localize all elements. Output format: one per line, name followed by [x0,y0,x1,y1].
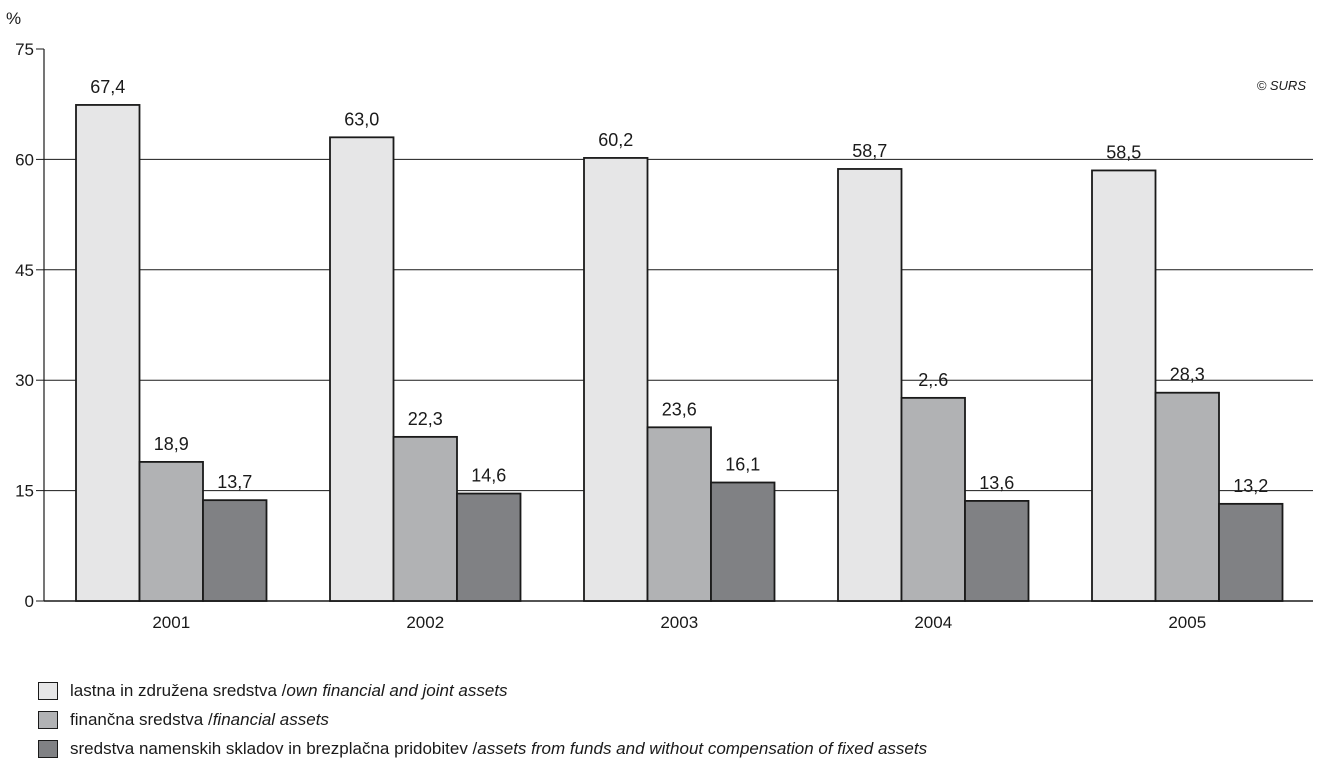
bar-2005-series-2 [1218,502,1284,602]
data-label-2002-series-1: 22,3 [408,409,443,429]
x-tick-label-2002: 2002 [406,613,444,632]
data-label-2002-series-0: 63,0 [344,109,379,129]
legend-label-fund-assets: sredstva namenskih skladov in brezplačna… [70,738,928,758]
data-label-2005-series-1: 28,3 [1170,365,1205,385]
data-label-2002-series-2: 14,6 [471,466,506,486]
bar-2002-series-0 [329,136,395,602]
legend-swatch-fund-assets [38,739,58,758]
legend-item-fund-assets: sredstva namenskih skladov in brezplačna… [38,734,1308,763]
data-label-2004-series-0: 58,7 [852,141,887,161]
legend-item-financial-assets: finančna sredstva /financial assets [38,705,1308,734]
legend-swatch-own-assets [38,681,58,700]
data-label-2003-series-2: 16,1 [725,455,760,475]
bar-2004-series-1 [900,396,966,602]
y-tick-label-60: 60 [15,150,34,169]
x-tick-label-2005: 2005 [1168,613,1206,632]
legend-item-own-assets: lastna in združena sredstva /own financi… [38,676,1308,705]
data-labels: 67,4 18,9 13,7 63,0 22,3 14,6 60,2 23,6 16,1 58,7… [90,77,1268,496]
bar-2002-series-1 [392,435,458,602]
data-label-2001-series-1: 18,9 [154,434,189,454]
data-label-2003-series-0: 60,2 [598,130,633,150]
legend-label-own-assets: lastna in združena sredstva /own financi… [70,680,508,700]
data-label-2005-series-2: 13,2 [1233,476,1268,496]
data-label-2005-series-0: 58,5 [1106,142,1141,162]
bar-chart: 0 15 30 45 60 75 2001 2002 2003 2004 2005 67,4 18,9… [6,9,1313,632]
bar-2001-series-2 [202,499,268,602]
y-tick-label-75: 75 [15,40,34,59]
bar-2002-series-2 [456,492,522,602]
bar-2001-series-1 [138,460,204,602]
copyright-label: © SURS [1257,78,1307,93]
bars [75,104,1284,602]
legend-swatch-financial-assets [38,710,58,729]
y-axis-unit-label: % [6,9,21,28]
bar-2005-series-1 [1154,391,1220,602]
y-tick-label-30: 30 [15,371,34,390]
bar-2003-series-2 [710,481,776,602]
legend-label-financial-assets: finančna sredstva /financial assets [70,709,329,729]
data-label-2001-series-0: 67,4 [90,77,125,97]
x-tick-label-2004: 2004 [914,613,952,632]
y-tick-label-15: 15 [15,482,34,501]
bar-2003-series-0 [583,157,649,602]
x-tick-label-2003: 2003 [660,613,698,632]
x-tick-label-2001: 2001 [152,613,190,632]
bar-2001-series-0 [75,104,141,602]
y-tick-label-0: 0 [25,592,34,611]
data-label-2003-series-1: 23,6 [662,399,697,419]
bar-2004-series-0 [837,168,903,602]
bar-2005-series-0 [1091,169,1157,602]
y-tick-label-45: 45 [15,261,34,280]
bar-2003-series-1 [646,426,712,602]
legend: lastna in združena sredstva /own financi… [38,676,1308,763]
data-label-2004-series-1: 2,.6 [918,370,948,390]
data-label-2004-series-2: 13,6 [979,473,1014,493]
bar-2004-series-2 [964,500,1030,602]
data-label-2001-series-2: 13,7 [217,472,252,492]
